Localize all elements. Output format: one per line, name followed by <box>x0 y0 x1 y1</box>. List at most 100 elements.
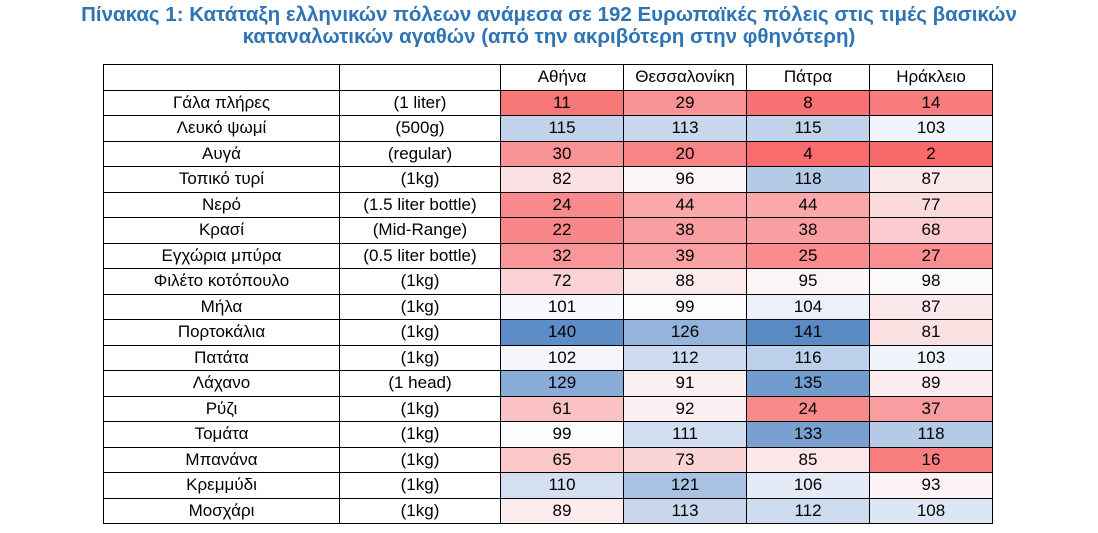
rank-cell-thessaloniki: 91 <box>623 370 747 397</box>
rank-cell-thessaloniki: 113 <box>623 497 747 524</box>
table-row: Φιλέτο κοτόπουλο (1kg) 72 88 95 98 <box>103 268 993 295</box>
rank-cell-athens: 61 <box>500 395 624 422</box>
rank-cell-patras: 85 <box>746 446 870 473</box>
rank-cell-thessaloniki: 126 <box>623 319 747 346</box>
table-row: Λευκό ψωμί (500g) 115 113 115 103 <box>103 115 993 142</box>
item-unit-cell: (1kg) <box>339 166 501 193</box>
rank-cell-athens: 102 <box>500 344 624 371</box>
rank-cell-thessaloniki: 96 <box>623 166 747 193</box>
header-cell-athens: Αθήνα <box>500 64 624 91</box>
rank-cell-athens: 140 <box>500 319 624 346</box>
item-name-cell: Πατάτα <box>103 344 340 371</box>
rank-cell-athens: 30 <box>500 140 624 167</box>
item-name-cell: Ρύζι <box>103 395 340 422</box>
table-row: Ρύζι (1kg) 61 92 24 37 <box>103 395 993 422</box>
item-unit-cell: (1kg) <box>339 395 501 422</box>
rank-cell-patras: 115 <box>746 115 870 142</box>
rank-cell-heraklion: 14 <box>869 89 993 116</box>
item-name-cell: Μήλα <box>103 293 340 320</box>
rank-cell-athens: 32 <box>500 242 624 269</box>
rank-cell-heraklion: 2 <box>869 140 993 167</box>
rank-cell-thessaloniki: 20 <box>623 140 747 167</box>
item-name-cell: Λευκό ψωμί <box>103 115 340 142</box>
rank-cell-thessaloniki: 92 <box>623 395 747 422</box>
rank-cell-athens: 82 <box>500 166 624 193</box>
header-cell-patras: Πάτρα <box>746 64 870 91</box>
item-unit-cell: (1 head) <box>339 370 501 397</box>
rank-cell-patras: 112 <box>746 497 870 524</box>
rank-cell-patras: 135 <box>746 370 870 397</box>
rank-cell-athens: 22 <box>500 217 624 244</box>
rank-cell-patras: 133 <box>746 421 870 448</box>
rank-cell-thessaloniki: 99 <box>623 293 747 320</box>
rank-cell-athens: 89 <box>500 497 624 524</box>
item-unit-cell: (1 liter) <box>339 89 501 116</box>
rank-cell-patras: 25 <box>746 242 870 269</box>
item-unit-cell: (Mid-Range) <box>339 217 501 244</box>
rank-cell-patras: 106 <box>746 472 870 499</box>
rank-cell-athens: 99 <box>500 421 624 448</box>
rank-cell-heraklion: 98 <box>869 268 993 295</box>
rank-cell-heraklion: 89 <box>869 370 993 397</box>
item-name-cell: Τοπικό τυρί <box>103 166 340 193</box>
header-cell-thessaloniki: Θεσσαλονίκη <box>623 64 747 91</box>
rank-cell-thessaloniki: 121 <box>623 472 747 499</box>
item-unit-cell: (1kg) <box>339 293 501 320</box>
rank-cell-thessaloniki: 112 <box>623 344 747 371</box>
rank-cell-heraklion: 87 <box>869 293 993 320</box>
item-unit-cell: (1kg) <box>339 421 501 448</box>
rank-cell-heraklion: 93 <box>869 472 993 499</box>
item-name-cell: Τομάτα <box>103 421 340 448</box>
rank-cell-patras: 116 <box>746 344 870 371</box>
table-row: Γάλα πλήρες (1 liter) 11 29 8 14 <box>103 89 993 116</box>
item-name-cell: Νερό <box>103 191 340 218</box>
rank-cell-heraklion: 103 <box>869 115 993 142</box>
table-row: Αυγά (regular) 30 20 4 2 <box>103 140 993 167</box>
rank-cell-thessaloniki: 113 <box>623 115 747 142</box>
rank-cell-patras: 118 <box>746 166 870 193</box>
item-name-cell: Λάχανο <box>103 370 340 397</box>
item-unit-cell: (1kg) <box>339 472 501 499</box>
rank-cell-athens: 65 <box>500 446 624 473</box>
rank-cell-heraklion: 81 <box>869 319 993 346</box>
rank-cell-patras: 8 <box>746 89 870 116</box>
item-unit-cell: (1kg) <box>339 446 501 473</box>
header-cell-unit <box>339 64 501 91</box>
item-unit-cell: (1kg) <box>339 319 501 346</box>
table-row: Μήλα (1kg) 101 99 104 87 <box>103 293 993 320</box>
table-row: Πορτοκάλια (1kg) 140 126 141 81 <box>103 319 993 346</box>
table-row: Πατάτα (1kg) 102 112 116 103 <box>103 344 993 371</box>
price-ranking-table: Αθήνα Θεσσαλονίκη Πάτρα Ηράκλειο Γάλα πλ… <box>103 64 993 524</box>
rank-cell-heraklion: 16 <box>869 446 993 473</box>
item-unit-cell: (1.5 liter bottle) <box>339 191 501 218</box>
rank-cell-patras: 95 <box>746 268 870 295</box>
header-cell-item <box>103 64 340 91</box>
rank-cell-heraklion: 77 <box>869 191 993 218</box>
header-row: Αθήνα Θεσσαλονίκη Πάτρα Ηράκλειο <box>103 64 993 91</box>
rank-cell-patras: 44 <box>746 191 870 218</box>
rank-cell-heraklion: 103 <box>869 344 993 371</box>
item-unit-cell: (regular) <box>339 140 501 167</box>
item-unit-cell: (1kg) <box>339 497 501 524</box>
item-name-cell: Κρεμμύδι <box>103 472 340 499</box>
item-unit-cell: (500g) <box>339 115 501 142</box>
table-title-line-2: καταναλωτικών αγαθών (από την ακριβότερη… <box>242 25 856 48</box>
table-row: Κρεμμύδι (1kg) 110 121 106 93 <box>103 472 993 499</box>
table-row: Μπανάνα (1kg) 65 73 85 16 <box>103 446 993 473</box>
rank-cell-heraklion: 87 <box>869 166 993 193</box>
rank-cell-athens: 11 <box>500 89 624 116</box>
rank-cell-thessaloniki: 111 <box>623 421 747 448</box>
rank-cell-athens: 72 <box>500 268 624 295</box>
item-name-cell: Μοσχάρι <box>103 497 340 524</box>
rank-cell-thessaloniki: 38 <box>623 217 747 244</box>
item-name-cell: Εγχώρια μπύρα <box>103 242 340 269</box>
rank-cell-athens: 24 <box>500 191 624 218</box>
item-unit-cell: (0.5 liter bottle) <box>339 242 501 269</box>
rank-cell-athens: 101 <box>500 293 624 320</box>
item-name-cell: Πορτοκάλια <box>103 319 340 346</box>
rank-cell-patras: 104 <box>746 293 870 320</box>
table-row: Κρασί (Mid-Range) 22 38 38 68 <box>103 217 993 244</box>
rank-cell-athens: 115 <box>500 115 624 142</box>
rank-cell-athens: 129 <box>500 370 624 397</box>
table-row: Λάχανο (1 head) 129 91 135 89 <box>103 370 993 397</box>
